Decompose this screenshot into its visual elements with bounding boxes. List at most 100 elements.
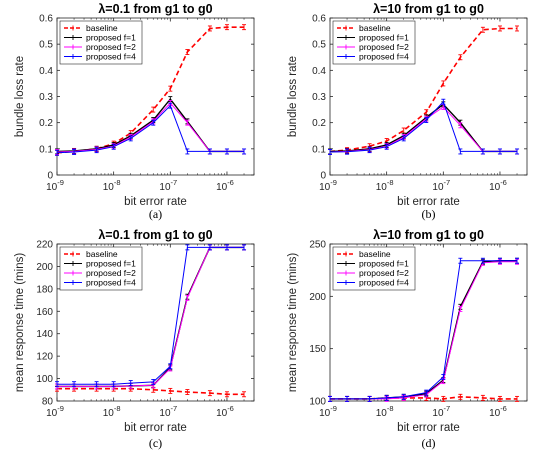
x-tick-label: 10-7 [432,178,450,193]
x-tick-exponent: -8 [114,404,121,413]
y-axis-label: bundle loss rate [287,56,299,137]
y-tick-label: 0.1 [39,144,53,155]
x-tick-base: 10 [319,182,331,193]
x-tick-label: 10-9 [319,404,337,419]
x-tick-exponent: -6 [500,178,507,187]
y-tick-label: 0.6 [312,14,326,25]
x-tick-label: 10-9 [319,178,337,193]
x-tick-label: 10-6 [216,178,234,193]
x-tick-label: 10-8 [103,404,121,419]
x-tick-exponent: -9 [57,404,64,413]
x-tick-label: 10-8 [103,178,121,193]
legend-label: proposed f=1 [359,33,409,43]
x-tick-base: 10 [376,182,388,193]
x-tick-base: 10 [103,408,115,419]
x-tick-exponent: -9 [330,404,337,413]
y-tick-label: 100 [309,397,326,408]
x-axis-label: bit error rate [124,196,187,208]
legend-label: proposed f=4 [359,52,409,62]
legend-label: proposed f=4 [359,278,409,288]
legend-label: proposed f=4 [86,278,136,288]
x-tick-base: 10 [489,182,501,193]
x-tick-base: 10 [46,408,58,419]
x-tick-base: 10 [376,408,388,419]
legend-label: proposed f=2 [359,268,409,278]
x-tick-label: 10-9 [46,404,64,419]
panel-caption: (b) [422,207,436,221]
x-tick-base: 10 [432,182,444,193]
legend-label: proposed f=2 [86,42,136,52]
x-tick-exponent: -8 [387,404,394,413]
y-tick-label: 0.3 [39,92,53,103]
x-tick-exponent: -7 [444,178,451,187]
chart-title: λ=0.1 from g1 to g0 [98,2,212,16]
y-tick-label: 0.2 [39,118,53,129]
y-tick-label: 150 [309,344,326,355]
x-axis-label: bit error rate [397,196,460,208]
x-tick-exponent: -8 [114,178,121,187]
x-tick-base: 10 [216,182,228,193]
legend-label: proposed f=4 [86,52,136,62]
y-tick-label: 200 [36,262,53,273]
y-axis-label: mean response time (mins) [287,253,299,392]
x-tick-exponent: -8 [387,178,394,187]
x-tick-label: 10-8 [376,404,394,419]
y-tick-label: 180 [36,284,53,295]
y-tick-label: 100 [36,374,53,385]
y-tick-label: 0.5 [39,40,53,51]
y-tick-label: 0 [320,171,326,182]
x-tick-label: 10-6 [489,404,507,419]
x-tick-base: 10 [319,408,331,419]
panel-caption: (a) [149,207,162,221]
y-tick-label: 0.5 [312,40,326,51]
legend-label: proposed f=1 [359,259,409,269]
x-axis-label: bit error rate [124,422,187,434]
x-tick-exponent: -6 [227,178,234,187]
y-tick-label: 220 [36,240,53,251]
x-tick-base: 10 [432,408,444,419]
legend-label: baseline [86,23,118,33]
x-tick-exponent: -6 [227,404,234,413]
y-tick-label: 0.2 [312,118,326,129]
x-tick-label: 10-6 [216,404,234,419]
x-tick-exponent: -9 [57,178,64,187]
y-tick-label: 250 [309,240,326,251]
x-tick-exponent: -7 [171,404,178,413]
legend-label: proposed f=1 [86,33,136,43]
chart-title: λ=0.1 from g1 to g0 [98,228,212,242]
x-tick-base: 10 [103,182,115,193]
legend-label: baseline [359,23,391,33]
legend-label: proposed f=1 [86,259,136,269]
y-tick-label: 0.1 [312,144,326,155]
y-axis-label: bundle loss rate [14,56,26,137]
chart-title: λ=10 from g1 to g0 [373,2,484,16]
x-tick-label: 10-9 [46,178,64,193]
y-tick-label: 200 [309,292,326,303]
x-tick-base: 10 [159,408,171,419]
x-tick-exponent: -9 [330,178,337,187]
y-tick-label: 0.4 [312,66,326,77]
y-tick-label: 160 [36,307,53,318]
legend-label: proposed f=2 [86,268,136,278]
x-tick-label: 10-7 [432,404,450,419]
y-tick-label: 80 [42,397,54,408]
panel-caption: (d) [422,436,436,450]
x-tick-label: 10-7 [159,404,177,419]
x-axis-label: bit error rate [397,422,460,434]
y-tick-label: 0.4 [39,66,53,77]
x-tick-label: 10-6 [489,178,507,193]
legend-label: proposed f=2 [359,42,409,52]
legend-label: baseline [86,249,118,259]
chart-panel: 00.10.20.30.40.50.610-9 10-8 10-7 10-6λ=10 … [287,2,528,221]
x-tick-exponent: -7 [171,178,178,187]
legend-label: baseline [359,249,391,259]
x-tick-base: 10 [159,182,171,193]
x-tick-exponent: -6 [500,404,507,413]
x-tick-label: 10-7 [159,178,177,193]
y-tick-label: 0 [47,171,53,182]
x-tick-base: 10 [46,182,58,193]
chart-title: λ=10 from g1 to g0 [373,228,484,242]
